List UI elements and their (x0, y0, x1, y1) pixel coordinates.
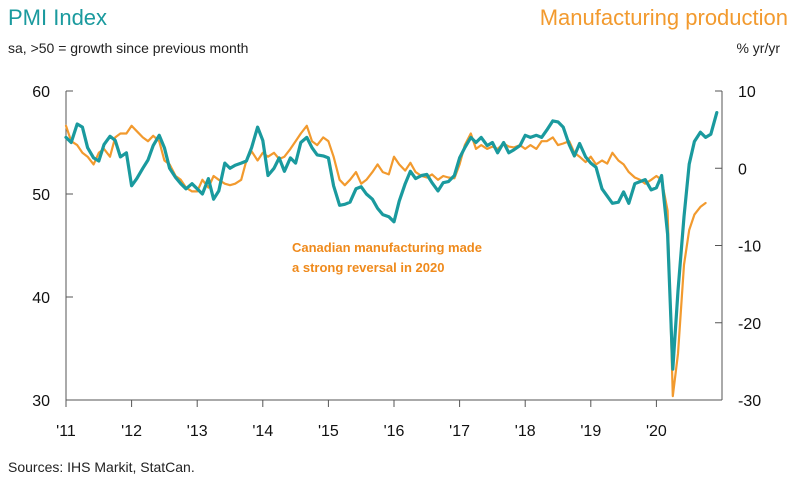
x-axis-tick-label: '20 (646, 423, 667, 440)
pmi-index-line (64, 111, 719, 371)
x-axis-tick-label: '11 (56, 423, 76, 440)
x-axis-tick-label: '18 (515, 423, 536, 440)
left-axis-tick-label: 40 (32, 290, 50, 307)
right-axis-subtitle: % yr/yr (736, 40, 780, 56)
x-axis-tick-label: '17 (449, 423, 470, 440)
left-axis-tick-label: 30 (32, 393, 50, 410)
left-axis-tick-label: 50 (32, 187, 50, 204)
x-axis-tick-label: '14 (252, 423, 273, 440)
right-axis-tick-label: -10 (738, 239, 761, 256)
x-axis-tick-label: '16 (384, 423, 405, 440)
right-axis-tick-label: 10 (738, 84, 756, 101)
annotation-line-1: Canadian manufacturing made (292, 240, 482, 255)
chart-title-left: PMI Index (8, 5, 108, 30)
x-axis-tick-label: '15 (318, 423, 339, 440)
chart-title-right: Manufacturing production (539, 5, 788, 30)
x-axis-tick-label: '12 (121, 423, 142, 440)
x-axis-tick-label: '13 (187, 423, 208, 440)
left-axis-tick-label: 60 (32, 84, 50, 101)
left-axis-subtitle: sa, >50 = growth since previous month (8, 40, 249, 56)
right-axis-tick-label: 0 (738, 161, 747, 178)
right-axis-tick-label: -20 (738, 316, 761, 333)
right-axis-tick-label: -30 (738, 393, 761, 410)
annotation-line-2: a strong reversal in 2020 (292, 260, 444, 275)
source-note: Sources: IHS Markit, StatCan. (8, 459, 195, 475)
x-axis-tick-label: '19 (580, 423, 601, 440)
